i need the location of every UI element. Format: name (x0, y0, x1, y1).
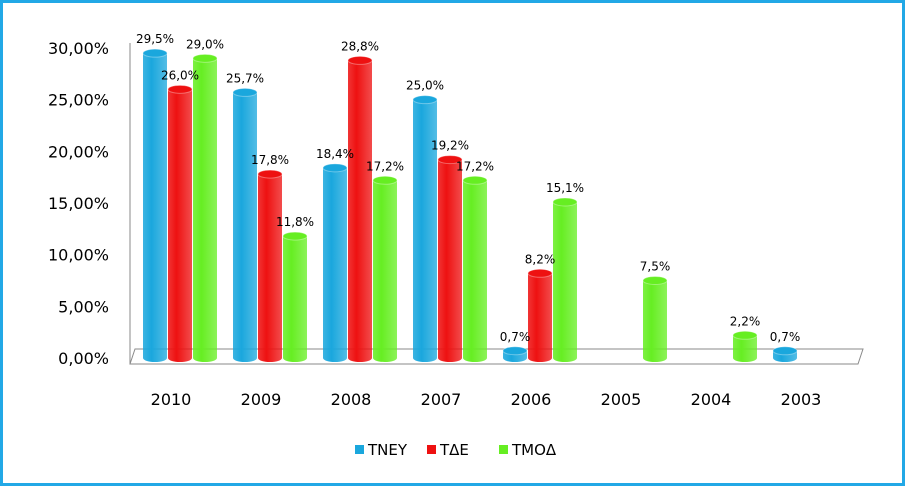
x-tick-label: 2005 (601, 390, 642, 409)
data-label: 29,5% (136, 32, 174, 46)
x-tick-label: 2010 (151, 390, 192, 409)
bar (732, 330, 758, 362)
legend-label: ΤΔΕ (439, 441, 469, 459)
legend: ΤΝΕΥ ΤΔΕ ΤΜΟΔ (355, 441, 557, 459)
data-label: 0,7% (770, 330, 801, 344)
bar (192, 53, 218, 362)
bar (257, 169, 283, 362)
x-tick-label: 2009 (241, 390, 282, 409)
y-tick-label: 0,00% (58, 349, 109, 368)
bar (232, 87, 258, 362)
bar (282, 231, 308, 362)
x-tick-label: 2004 (691, 390, 732, 409)
legend-label: ΤΜΟΔ (511, 441, 557, 459)
bar (322, 163, 348, 362)
y-tick-label: 5,00% (58, 297, 109, 316)
x-tick-label: 2006 (511, 390, 552, 409)
y-tick-label: 25,00% (48, 91, 109, 110)
data-labels-group: 29,5% 26,0% 29,0% 25,7% 17,8% 11,8% 18,4% 28,8%… (136, 32, 800, 344)
bar (372, 175, 398, 362)
legend-swatch (499, 445, 508, 454)
data-label: 26,0% (161, 68, 199, 82)
bar (167, 84, 193, 362)
data-label: 17,2% (456, 159, 494, 173)
data-label: 0,7% (500, 330, 531, 344)
bar-chart: 29,5% 26,0% 29,0% 25,7% 17,8% 11,8% 18,4% 28,8%… (48, 32, 864, 459)
data-label: 19,2% (431, 139, 469, 153)
bar (437, 155, 463, 362)
y-tick-label: 10,00% (48, 246, 109, 265)
bar (412, 95, 438, 363)
data-label: 25,0% (406, 79, 444, 93)
data-label: 25,7% (226, 71, 264, 85)
x-tick-label: 2003 (781, 390, 822, 409)
data-label: 17,2% (366, 159, 404, 173)
bar (142, 48, 168, 363)
bar (502, 346, 528, 362)
y-tick-label: 15,00% (48, 194, 109, 213)
y-axis: 0,00% 5,00% 10,00% 15,00% 20,00% 25,00% 30,00% (48, 39, 109, 368)
data-label: 29,0% (186, 37, 224, 51)
data-label: 15,1% (546, 181, 584, 195)
legend-item: ΤΝΕΥ (355, 441, 408, 459)
legend-label: ΤΝΕΥ (367, 441, 408, 459)
x-tick-label: 2008 (331, 390, 372, 409)
bar (642, 276, 668, 362)
bars-group (142, 48, 798, 363)
x-axis: 2010 2009 2008 2007 2006 2005 2004 2003 (151, 390, 822, 409)
legend-item: ΤΜΟΔ (499, 441, 557, 459)
bar (462, 175, 488, 362)
data-label: 28,8% (341, 39, 379, 53)
legend-swatch (427, 445, 436, 454)
legend-item: ΤΔΕ (427, 441, 469, 459)
y-tick-label: 20,00% (48, 142, 109, 161)
bar (527, 268, 553, 362)
data-label: 2,2% (730, 314, 761, 328)
legend-swatch (355, 445, 364, 454)
data-label: 18,4% (316, 147, 354, 161)
bar (772, 346, 798, 362)
floor-plane (129, 348, 864, 365)
bar (552, 197, 578, 362)
bar (347, 55, 373, 363)
data-label: 11,8% (276, 215, 314, 229)
data-label: 8,2% (525, 252, 556, 266)
chart-floor (129, 43, 864, 365)
y-tick-label: 30,00% (48, 39, 109, 58)
data-label: 7,5% (640, 260, 671, 274)
data-label: 17,8% (251, 153, 289, 167)
x-tick-label: 2007 (421, 390, 462, 409)
